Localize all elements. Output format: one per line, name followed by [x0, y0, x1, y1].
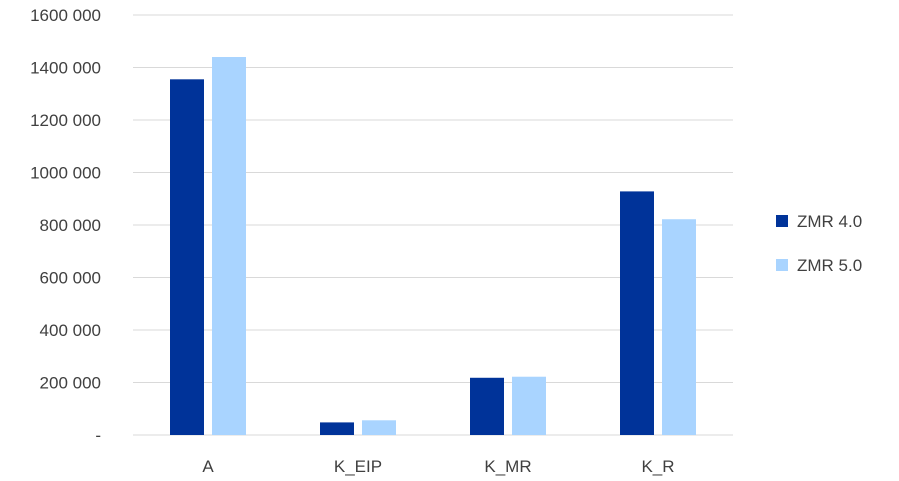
x-tick-label: K_MR [484, 457, 531, 476]
x-tick-label: K_R [641, 457, 674, 476]
legend-label: ZMR 4.0 [797, 212, 862, 231]
y-tick-label: 1400 000 [30, 59, 101, 78]
legend: ZMR 4.0 ZMR 5.0 [776, 212, 862, 275]
x-tick-label: K_EIP [334, 457, 382, 476]
x-axis-ticks: A K_EIP K_MR K_R [202, 457, 674, 476]
legend-swatch [776, 215, 788, 227]
y-axis-ticks: - 200 000 400 000 600 000 800 000 1000 000 120… [30, 6, 101, 445]
bar-k-mr-series-1 [470, 377, 504, 435]
y-tick-label: 400 000 [40, 321, 101, 340]
bars [170, 57, 696, 435]
x-tick-label: A [202, 457, 214, 476]
y-tick-label: 200 000 [40, 374, 101, 393]
bar-a-series-2 [212, 57, 246, 435]
y-tick-label: 1200 000 [30, 111, 101, 130]
legend-label: ZMR 5.0 [797, 256, 862, 275]
y-tick-label: 1000 000 [30, 164, 101, 183]
y-tick-label: 800 000 [40, 216, 101, 235]
y-tick-label: - [95, 426, 101, 445]
bar-k-r-series-2 [662, 219, 696, 435]
bar-k-r-series-1 [620, 191, 654, 435]
legend-swatch [776, 259, 788, 271]
y-tick-label: 1600 000 [30, 6, 101, 25]
bar-k-mr-series-2 [512, 376, 546, 435]
bar-a-series-1 [170, 79, 204, 435]
bar-k-eip-series-2 [362, 420, 396, 435]
y-tick-label: 600 000 [40, 269, 101, 288]
bar-k-eip-series-1 [320, 422, 354, 435]
